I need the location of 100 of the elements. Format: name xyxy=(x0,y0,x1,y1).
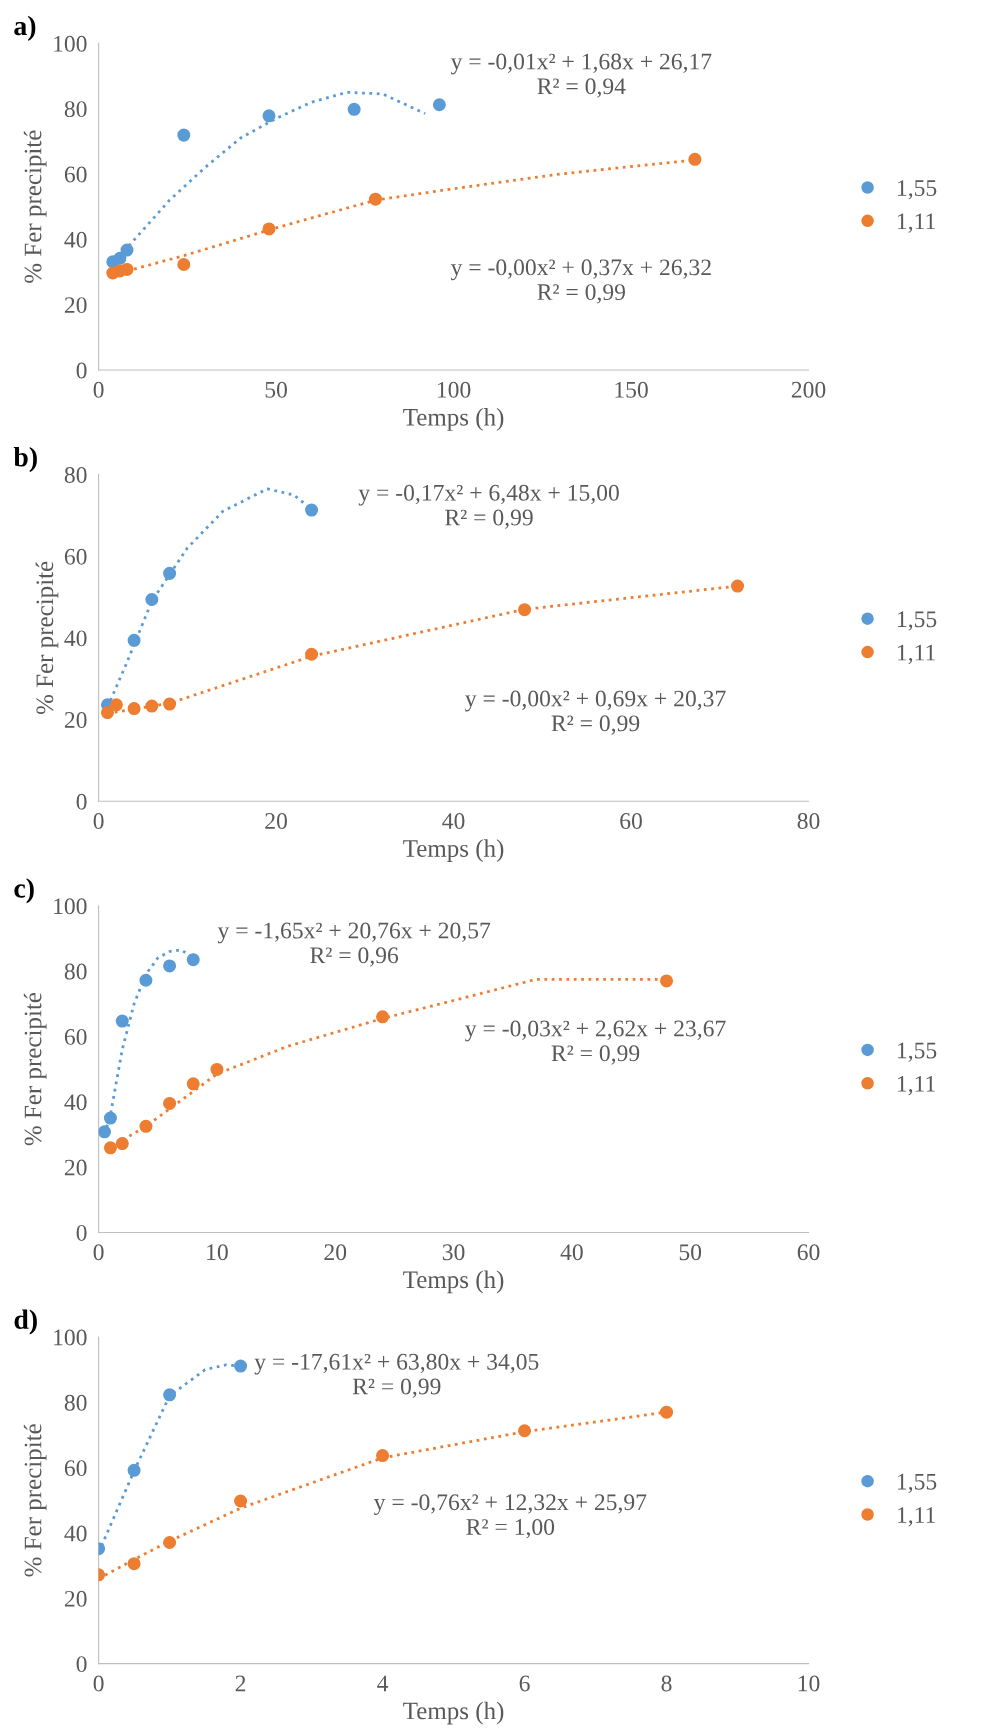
chart-title: b) xyxy=(13,446,37,473)
annotation: y = -0,17x² + 6,48x + 15,00 R² = 0,99 xyxy=(358,484,619,529)
x-tick-label: 10 xyxy=(798,1675,820,1692)
annotation: y = -0,00x² + 0,69x + 20,37 R² = 0,99 xyxy=(465,690,726,735)
y-tick-label: 20 xyxy=(64,297,87,314)
x-tick-label: 80 xyxy=(797,813,820,829)
point xyxy=(660,1405,674,1419)
chart-title: d) xyxy=(14,1309,37,1335)
point xyxy=(186,1077,200,1091)
x-tick-label: 10 xyxy=(207,1244,228,1261)
y-tick-label: 0 xyxy=(76,1224,87,1241)
y-tick-label: 80 xyxy=(64,963,87,980)
x-axis-title: Temps (h) xyxy=(403,408,504,431)
point xyxy=(234,1359,248,1373)
y-tick-label: 100 xyxy=(54,1329,87,1346)
y-axis-title: % Fer precipité xyxy=(35,561,59,715)
y-tick-label: 40 xyxy=(64,630,87,647)
annotation: y = -0,76x² + 12,32x + 25,97 R² = 1,00 xyxy=(374,1494,647,1539)
y-tick-label: 0 xyxy=(76,362,87,379)
x-tick-label: 20 xyxy=(265,813,287,829)
x-axis-title: Temps (h) xyxy=(403,839,504,862)
x-tick-label: 100 xyxy=(437,381,471,398)
chart-title: a) xyxy=(14,15,36,41)
x-tick-label: 40 xyxy=(442,813,465,829)
y-tick-label: 60 xyxy=(64,1028,87,1045)
x-tick-label: 50 xyxy=(679,1244,702,1261)
point xyxy=(186,953,200,967)
x-tick-label: 6 xyxy=(519,1675,530,1692)
annotation: y = -0,01x² + 1,68x + 26,17 R² = 0,94 xyxy=(450,53,712,98)
y-tick-label: 60 xyxy=(64,166,87,183)
legend-label: 1,11 xyxy=(897,1075,935,1096)
point xyxy=(210,1062,224,1076)
y-tick-label: 80 xyxy=(64,101,87,118)
point xyxy=(177,257,191,271)
legend-label: 1,11 xyxy=(897,1507,935,1527)
x-tick-label: 8 xyxy=(661,1675,672,1692)
point xyxy=(100,706,114,720)
legend-label: 1,55 xyxy=(897,1473,937,1494)
point xyxy=(127,633,141,647)
y-axis-title: % Fer precipité xyxy=(23,130,47,283)
annotation: y = -0,03x² + 2,62x + 23,67 R² = 0,99 xyxy=(465,1020,726,1065)
point xyxy=(163,959,177,973)
y-tick-label: 20 xyxy=(64,1159,87,1176)
point xyxy=(731,579,745,593)
point xyxy=(305,647,319,661)
point xyxy=(139,973,153,987)
point xyxy=(120,243,134,257)
y-tick-label: 80 xyxy=(64,1394,87,1411)
point xyxy=(660,974,674,988)
x-tick-label: 200 xyxy=(791,381,826,398)
x-tick-label: 60 xyxy=(620,813,642,829)
x-tick-label: 40 xyxy=(560,1244,583,1261)
y-tick-label: 100 xyxy=(54,898,87,915)
x-tick-label: 30 xyxy=(442,1244,465,1261)
point xyxy=(127,702,141,716)
point xyxy=(305,503,319,517)
point xyxy=(163,1388,177,1402)
y-tick-label: 100 xyxy=(54,35,87,52)
annotation: y = -0,00x² + 0,37x + 26,32 R² = 0,99 xyxy=(450,259,711,304)
point xyxy=(688,152,702,166)
x-axis-title: Temps (h) xyxy=(403,1701,504,1725)
legend-label: 1,55 xyxy=(897,180,937,200)
y-tick-label: 0 xyxy=(76,793,87,810)
legend-label: 1,11 xyxy=(897,213,935,233)
x-tick-label: 0 xyxy=(93,1675,104,1692)
x-tick-label: 0 xyxy=(93,813,104,829)
y-tick-label: 40 xyxy=(64,1525,87,1542)
point xyxy=(518,1424,532,1438)
x-axis-title: Temps (h) xyxy=(403,1270,504,1294)
point xyxy=(163,566,177,580)
x-tick-label: 50 xyxy=(265,381,287,398)
point xyxy=(115,1137,129,1151)
point xyxy=(518,603,532,617)
y-axis-title: % Fer precipité xyxy=(23,1424,47,1577)
annotation: y = -1,65x² + 20,76x + 20,57 R² = 0,96 xyxy=(217,922,491,967)
point xyxy=(98,1125,112,1139)
point xyxy=(145,593,159,607)
annotation: y = -17,61x² + 63,80x + 34,05 R² = 0,99 xyxy=(254,1353,539,1398)
point xyxy=(376,1449,390,1463)
point xyxy=(262,222,276,236)
x-tick-label: 4 xyxy=(377,1675,389,1692)
point xyxy=(145,699,159,713)
y-tick-label: 80 xyxy=(64,467,87,483)
y-axis-title: % Fer precipité xyxy=(23,992,47,1146)
point xyxy=(103,1141,117,1155)
y-tick-label: 20 xyxy=(64,1590,87,1607)
point xyxy=(368,192,382,206)
point xyxy=(432,98,446,112)
x-tick-label: 2 xyxy=(235,1675,246,1692)
y-tick-label: 20 xyxy=(64,712,87,728)
legend-label: 1,55 xyxy=(897,1042,937,1062)
point xyxy=(177,128,191,142)
point xyxy=(120,262,134,276)
x-tick-label: 150 xyxy=(615,381,648,398)
x-tick-label: 60 xyxy=(797,1244,820,1261)
y-tick-label: 40 xyxy=(64,231,87,248)
point xyxy=(163,1096,177,1110)
point xyxy=(109,698,123,712)
y-tick-label: 60 xyxy=(64,548,87,565)
point xyxy=(113,251,127,265)
